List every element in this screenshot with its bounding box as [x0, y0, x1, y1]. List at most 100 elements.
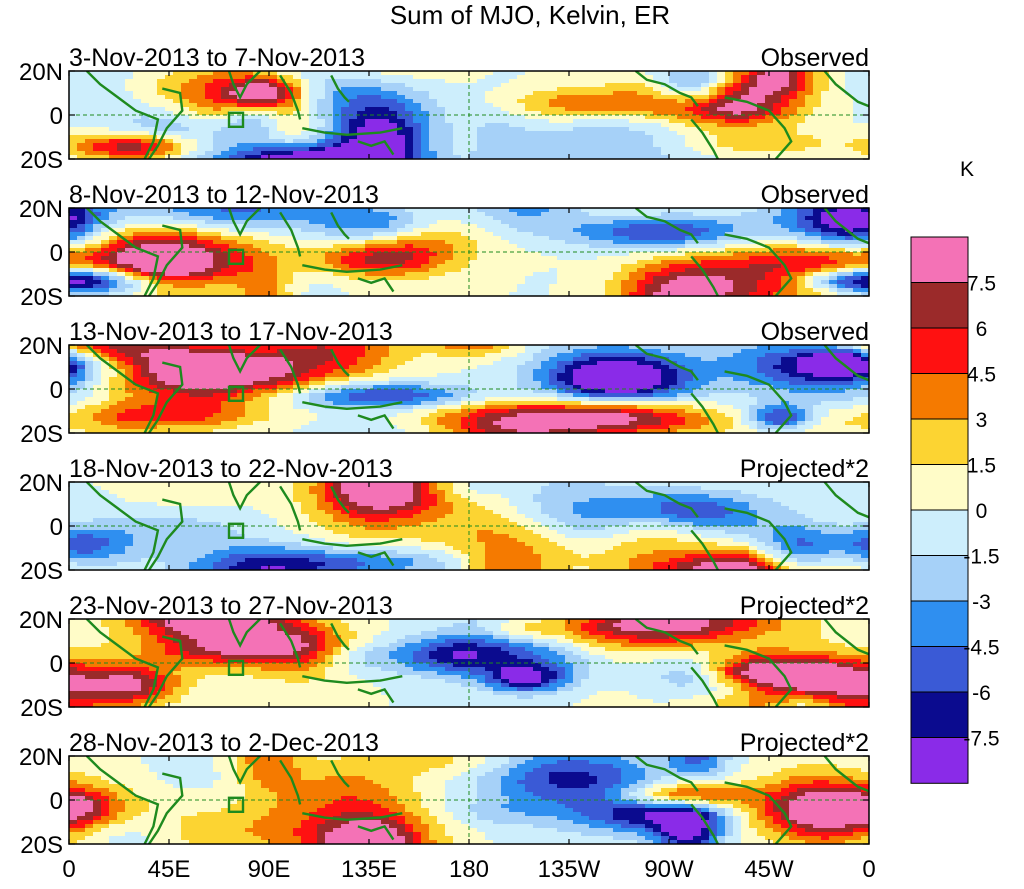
- lat-tick-label: 20S: [20, 284, 63, 311]
- coastline: [302, 675, 403, 685]
- panel-2: 8-Nov-2013 to 12-Nov-2013 Observed 20N 0 20S: [19, 181, 870, 311]
- lon-tick-label: 45E: [148, 856, 191, 883]
- panel-label: Observed: [761, 181, 869, 209]
- colorbar-level: 3: [976, 409, 988, 432]
- anomaly-field: [69, 756, 869, 844]
- region-box: [227, 659, 245, 676]
- lat-tick-label: 0: [50, 377, 63, 404]
- coastline: [690, 255, 719, 296]
- coastline: [634, 756, 699, 792]
- coastline: [227, 71, 261, 101]
- coastline: [724, 507, 793, 570]
- coastline: [302, 264, 403, 274]
- coastline: [85, 71, 160, 159]
- colorbar-level: 6: [976, 318, 988, 341]
- region-box: [227, 248, 245, 266]
- coastline: [279, 74, 302, 120]
- coastline: [85, 482, 160, 570]
- panel-5: 23-Nov-2013 to 27-Nov-2013 Projected*2 20N…: [19, 592, 870, 722]
- panel-label: Observed: [761, 44, 869, 72]
- anomaly-field: [69, 208, 869, 296]
- lat-tick-label: 20S: [20, 147, 63, 174]
- coastline: [148, 361, 184, 433]
- coastline: [357, 687, 395, 704]
- coastline: [279, 485, 302, 531]
- colorbar-swatch: [910, 646, 969, 693]
- region-box: [227, 111, 245, 129]
- lat-tick-label: 20S: [20, 695, 63, 722]
- lat-tick-label: 20N: [19, 333, 63, 360]
- colorbar-swatch: [910, 509, 969, 557]
- coastline: [690, 118, 719, 159]
- coastline: [330, 759, 350, 788]
- colorbar-level: -7.5: [963, 728, 999, 751]
- colorbar-swatch: [910, 691, 969, 739]
- lat-tick-label: 20N: [19, 196, 63, 223]
- colorbar-swatch: [910, 600, 969, 648]
- coastline: [85, 619, 160, 707]
- panel-label: Observed: [761, 318, 869, 346]
- lat-tick-label: 20S: [20, 558, 63, 585]
- coastline: [823, 345, 869, 382]
- coastline: [823, 756, 869, 793]
- lat-tick-label: 20N: [19, 607, 63, 634]
- coastline: [85, 345, 160, 433]
- panel-6: 28-Nov-2013 to 2-Dec-2013 Projected*2 20N 0…: [19, 729, 870, 859]
- coastline: [148, 772, 184, 844]
- coastline: [330, 485, 350, 514]
- colorbar-level: -1.5: [963, 546, 999, 569]
- coastline: [823, 619, 869, 656]
- coastline: [330, 348, 350, 377]
- coastline: [690, 529, 719, 570]
- coastline: [823, 208, 869, 245]
- coastline: [227, 756, 261, 786]
- colorbar-level: -4.5: [963, 637, 999, 660]
- panel-label: Projected*2: [740, 729, 869, 757]
- coastline: [634, 345, 699, 381]
- panel-period: 13-Nov-2013 to 17-Nov-2013: [69, 318, 393, 346]
- lat-tick-label: 20S: [20, 832, 63, 859]
- coastline: [279, 211, 302, 257]
- coastline: [634, 482, 699, 518]
- colorbar-swatch: [910, 418, 969, 466]
- coastline: [724, 96, 793, 159]
- lon-tick-label: 45W: [744, 856, 794, 883]
- panel-period: 18-Nov-2013 to 22-Nov-2013: [69, 455, 393, 483]
- coastline: [724, 233, 793, 296]
- coastline: [634, 71, 699, 107]
- coastline: [330, 74, 350, 103]
- coastline: [724, 370, 793, 433]
- coastline: [302, 401, 403, 411]
- lat-tick-label: 20S: [20, 421, 63, 448]
- coastline: [357, 276, 395, 293]
- panel-1: 3-Nov-2013 to 7-Nov-2013 Observed 20N 0 20S: [19, 44, 870, 174]
- colorbar-swatch: [910, 464, 969, 511]
- panel-period: 23-Nov-2013 to 27-Nov-2013: [69, 592, 393, 620]
- lat-tick-label: 0: [50, 514, 63, 541]
- region-box: [227, 385, 245, 402]
- coastline: [724, 781, 793, 844]
- lon-tick-label: 0: [62, 856, 75, 883]
- coastline: [634, 208, 699, 244]
- coastline: [279, 348, 302, 394]
- anomaly-field: [69, 619, 869, 707]
- panel-4: 18-Nov-2013 to 22-Nov-2013 Projected*2 20N…: [19, 455, 870, 585]
- panel-period: 8-Nov-2013 to 12-Nov-2013: [69, 181, 379, 209]
- coastline: [357, 550, 395, 567]
- coastline: [357, 139, 395, 156]
- coastline: [227, 619, 261, 649]
- coastline: [279, 759, 302, 805]
- colorbar-level: 4.5: [967, 364, 996, 387]
- region-box: [227, 522, 245, 539]
- panel-label: Projected*2: [740, 592, 869, 620]
- coastline: [302, 538, 403, 548]
- coastline: [357, 413, 395, 430]
- coastline: [227, 482, 261, 512]
- colorbar-unit: K: [960, 158, 974, 181]
- colorbar-level: 1.5: [967, 455, 996, 478]
- coastline: [690, 392, 719, 433]
- colorbar-swatch: [910, 737, 969, 784]
- coastline: [823, 71, 869, 108]
- lat-tick-label: 0: [50, 788, 63, 815]
